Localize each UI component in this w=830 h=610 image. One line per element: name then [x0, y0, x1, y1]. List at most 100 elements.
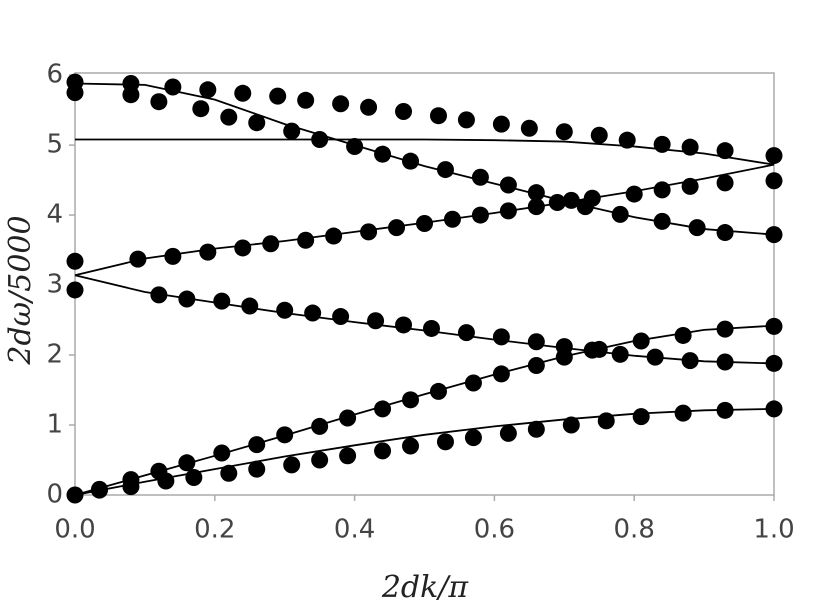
x-tick-label: 0.2 — [194, 515, 235, 545]
data-point — [297, 91, 315, 109]
data-point — [304, 304, 322, 322]
data-point — [653, 212, 671, 230]
curve — [74, 408, 775, 496]
data-point — [346, 137, 364, 155]
data-point — [674, 326, 692, 344]
x-axis-label: 2dk/π — [381, 570, 470, 605]
data-point — [297, 231, 315, 249]
data-point — [681, 352, 699, 370]
data-point — [150, 93, 168, 111]
data-point — [716, 142, 734, 160]
data-point — [436, 161, 454, 179]
data-point — [765, 172, 783, 190]
data-point — [66, 281, 84, 299]
data-point — [311, 417, 329, 435]
data-point — [164, 78, 182, 96]
data-point — [457, 111, 475, 129]
data-point — [765, 400, 783, 418]
x-tick-label: 0.0 — [54, 515, 95, 545]
data-point — [527, 184, 545, 202]
data-point — [276, 426, 294, 444]
data-point — [590, 126, 608, 144]
data-point — [681, 177, 699, 195]
y-tick-label: 4 — [46, 200, 63, 230]
data-point — [241, 297, 259, 315]
data-point — [269, 87, 287, 105]
data-point — [611, 345, 629, 363]
data-point — [653, 181, 671, 199]
data-point — [90, 480, 108, 498]
y-tick-label: 5 — [46, 130, 63, 160]
data-point — [234, 84, 252, 102]
data-point — [395, 102, 413, 120]
data-point — [234, 239, 252, 257]
data-point — [548, 193, 566, 211]
y-tick-label: 6 — [46, 60, 63, 90]
data-point — [311, 130, 329, 148]
data-point — [499, 176, 517, 194]
data-point — [429, 382, 447, 400]
curve — [74, 324, 775, 496]
data-point — [283, 456, 301, 474]
data-point — [429, 107, 447, 125]
data-point — [555, 123, 573, 141]
data-point — [492, 115, 510, 133]
data-point — [402, 152, 420, 170]
data-point — [765, 354, 783, 372]
data-point — [562, 416, 580, 434]
data-point — [716, 320, 734, 338]
data-point — [129, 250, 147, 268]
data-point — [178, 290, 196, 308]
data-point — [332, 308, 350, 326]
data-point — [716, 353, 734, 371]
data-point — [716, 224, 734, 242]
data-point — [248, 436, 266, 454]
data-point — [402, 437, 420, 455]
x-tick-label: 0.8 — [614, 515, 655, 545]
data-point — [716, 401, 734, 419]
data-point — [422, 319, 440, 337]
x-tick-label: 0.4 — [334, 515, 375, 545]
data-point — [499, 202, 517, 220]
data-point — [436, 433, 454, 451]
data-point — [464, 429, 482, 447]
data-point — [374, 442, 392, 460]
data-point — [499, 424, 517, 442]
y-tick-label: 1 — [46, 410, 63, 440]
data-point — [492, 328, 510, 346]
data-point — [583, 341, 601, 359]
data-point — [457, 324, 475, 342]
y-tick-label: 3 — [46, 270, 63, 300]
data-point — [520, 119, 538, 137]
data-point — [122, 86, 140, 104]
data-point — [213, 444, 231, 462]
x-tick-label: 1.0 — [753, 515, 794, 545]
data-point — [611, 205, 629, 223]
data-point — [66, 486, 84, 504]
data-point — [464, 374, 482, 392]
data-point — [653, 135, 671, 153]
data-point — [150, 462, 168, 480]
data-point — [185, 469, 203, 487]
data-point — [192, 100, 210, 118]
data-point — [122, 471, 140, 489]
data-point — [199, 243, 217, 261]
data-point — [220, 108, 238, 126]
data-point — [618, 131, 636, 149]
data-point — [471, 168, 489, 186]
data-point — [332, 95, 350, 113]
data-point — [311, 451, 329, 469]
data-point — [527, 198, 545, 216]
data-point — [178, 454, 196, 472]
x-tick-label: 0.6 — [474, 515, 515, 545]
data-point — [443, 210, 461, 228]
data-point — [213, 292, 231, 310]
plot-frame — [74, 72, 775, 496]
data-point — [765, 226, 783, 244]
data-point — [632, 408, 650, 426]
data-point — [527, 333, 545, 351]
data-point — [199, 81, 217, 99]
data-point — [248, 114, 266, 132]
data-point — [248, 460, 266, 478]
